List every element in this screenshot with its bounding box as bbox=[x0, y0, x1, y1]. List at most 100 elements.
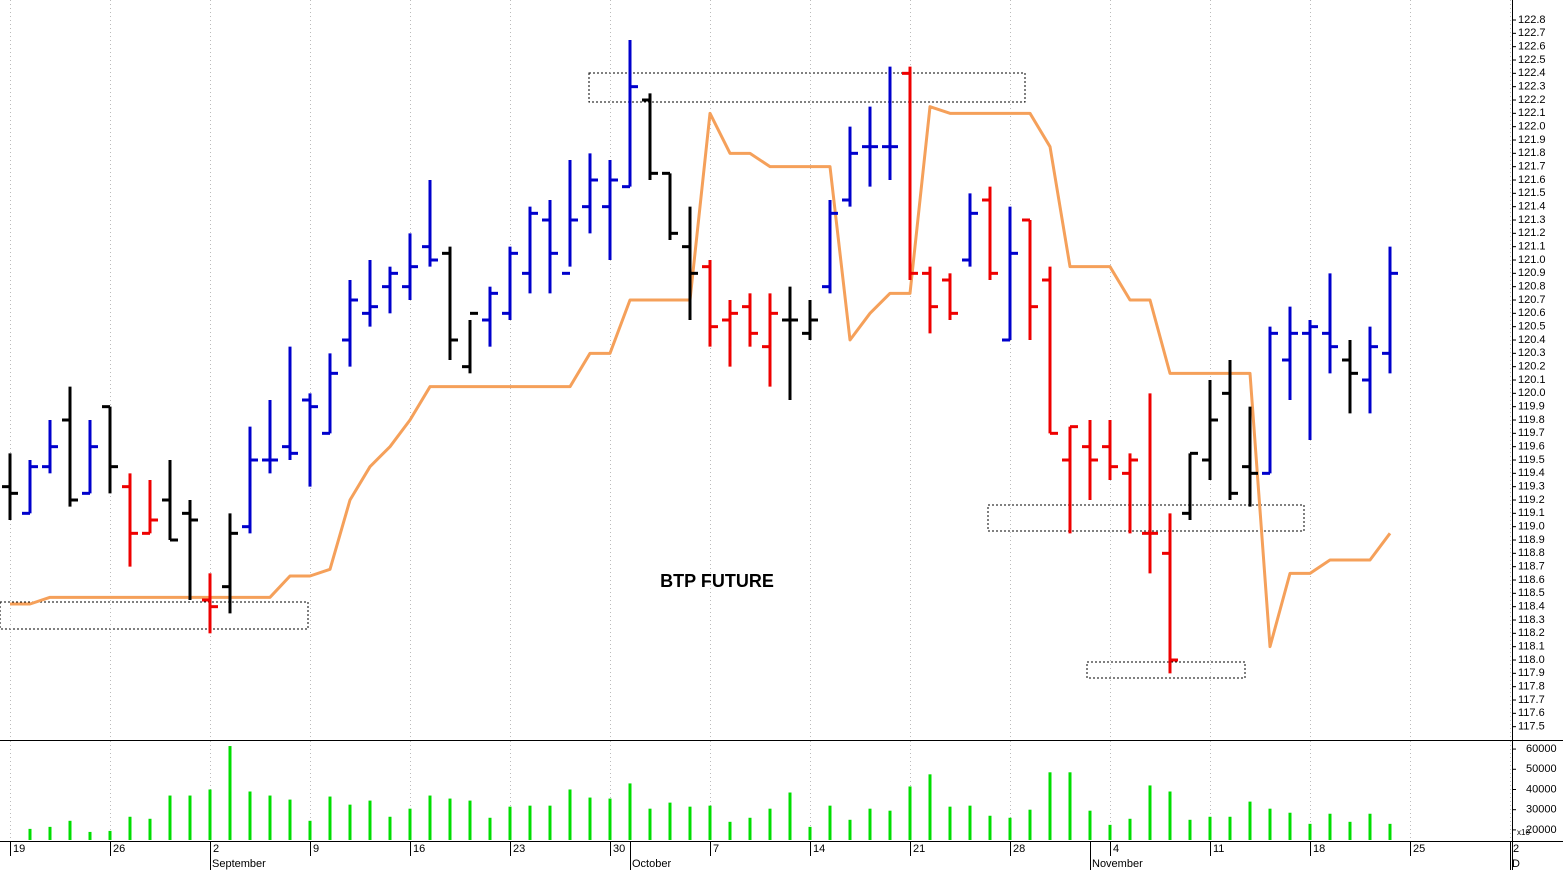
volume-bar bbox=[1328, 813, 1332, 840]
volume-bar bbox=[948, 806, 952, 840]
y-tick-label: 122.6 bbox=[1518, 41, 1546, 53]
y-tick-label: 118.9 bbox=[1518, 534, 1545, 546]
volume-bar bbox=[1048, 772, 1052, 840]
y-tick-label: 118.5 bbox=[1518, 587, 1545, 599]
y-tick-label: 119.5 bbox=[1518, 454, 1545, 466]
volume-bar bbox=[148, 818, 152, 840]
y-tick-label: 120.1 bbox=[1518, 374, 1546, 386]
y-tick-label: 119.6 bbox=[1518, 441, 1545, 453]
volume-bar bbox=[588, 797, 592, 840]
y-tick-label: 120.2 bbox=[1518, 361, 1546, 373]
volume-bar bbox=[928, 774, 932, 840]
x-tick-label: 18 bbox=[1313, 843, 1325, 855]
volume-bar bbox=[968, 805, 972, 840]
volume-bar bbox=[468, 800, 472, 840]
x-tick-label: 30 bbox=[613, 843, 625, 855]
volume-bar bbox=[1188, 819, 1192, 840]
chart-title: BTP FUTURE bbox=[660, 571, 774, 591]
y-tick-label: 117.6 bbox=[1518, 707, 1545, 719]
volume-bar bbox=[1268, 808, 1272, 840]
volume-bar bbox=[268, 795, 272, 840]
volume-bar bbox=[788, 792, 792, 840]
volume-bar bbox=[168, 795, 172, 840]
volume-bar bbox=[608, 798, 612, 840]
volume-bar bbox=[228, 746, 232, 840]
y-tick-label: 120.7 bbox=[1518, 294, 1546, 306]
y-tick-label: 118.0 bbox=[1518, 654, 1545, 666]
volume-bar bbox=[308, 820, 312, 840]
x-tick-label: 26 bbox=[113, 843, 125, 855]
y-tick-label: 118.7 bbox=[1518, 561, 1545, 573]
y-tick-label: 119.0 bbox=[1518, 521, 1545, 533]
y-tick-label: 118.3 bbox=[1518, 614, 1545, 626]
volume-bar bbox=[1348, 821, 1352, 840]
volume-bar bbox=[428, 795, 432, 840]
y-tick-label: 120.8 bbox=[1518, 281, 1546, 293]
y-tick-label: 122.4 bbox=[1518, 67, 1546, 79]
volume-bar bbox=[88, 831, 92, 840]
volume-bar bbox=[68, 820, 72, 840]
y-tick-label: 120.9 bbox=[1518, 267, 1546, 279]
volume-bar bbox=[28, 828, 32, 840]
volume-bar bbox=[1168, 791, 1172, 840]
y-tick-label: 119.1 bbox=[1518, 507, 1545, 519]
y-tick-label: 40000 bbox=[1526, 783, 1557, 795]
volume-bar bbox=[1208, 816, 1212, 840]
volume-bar bbox=[768, 808, 772, 840]
month-label: October bbox=[632, 858, 671, 870]
y-tick-label: 121.5 bbox=[1518, 187, 1546, 199]
x-tick-label: 11 bbox=[1213, 843, 1224, 855]
x-tick-label: 9 bbox=[313, 843, 319, 855]
volume-bar bbox=[1068, 772, 1072, 840]
y-tick-label: 50000 bbox=[1526, 763, 1557, 775]
y-tick-label: 118.1 bbox=[1518, 641, 1545, 653]
y-tick-label: 121.6 bbox=[1518, 174, 1546, 186]
annotation-box bbox=[987, 504, 1305, 532]
volume-bar bbox=[888, 810, 892, 840]
volume-bar bbox=[128, 816, 132, 840]
y-tick-label: 120.3 bbox=[1518, 347, 1546, 359]
volume-bar bbox=[908, 786, 912, 840]
y-tick-label: 30000 bbox=[1526, 804, 1557, 816]
y-tick-label: 122.2 bbox=[1518, 94, 1546, 106]
y-tick-label: 119.2 bbox=[1518, 494, 1545, 506]
y-tick-label: 122.5 bbox=[1518, 54, 1546, 66]
axis-note: x10 bbox=[1517, 828, 1530, 837]
volume-bar bbox=[328, 796, 332, 840]
annotation-box bbox=[0, 601, 309, 630]
y-tick-label: 122.0 bbox=[1518, 121, 1546, 133]
volume-bar bbox=[808, 826, 812, 840]
y-tick-label: 121.9 bbox=[1518, 134, 1546, 146]
y-tick-label: 121.3 bbox=[1518, 214, 1546, 226]
y-tick-label: 121.7 bbox=[1518, 161, 1546, 173]
volume-bar bbox=[1128, 818, 1132, 840]
y-tick-label: 117.8 bbox=[1518, 681, 1545, 693]
y-tick-label: 117.7 bbox=[1518, 694, 1545, 706]
volume-bar bbox=[108, 830, 112, 840]
volume-bar bbox=[568, 789, 572, 840]
y-tick-label: 118.6 bbox=[1518, 574, 1545, 586]
y-tick-label: 121.0 bbox=[1518, 254, 1546, 266]
volume-bar bbox=[48, 826, 52, 840]
volume-bar bbox=[188, 795, 192, 840]
y-tick-label: 120.5 bbox=[1518, 321, 1546, 333]
x-tick-label: 7 bbox=[713, 843, 719, 855]
y-tick-label: 120.4 bbox=[1518, 334, 1546, 346]
volume-bar bbox=[368, 800, 372, 840]
volume-bar bbox=[548, 805, 552, 840]
y-tick-label: 121.2 bbox=[1518, 227, 1546, 239]
volume-bar bbox=[1388, 823, 1392, 840]
y-tick-label: 119.4 bbox=[1518, 467, 1545, 479]
x-tick-label: 14 bbox=[813, 843, 825, 855]
y-tick-label: 120.0 bbox=[1518, 387, 1546, 399]
volume-bar bbox=[1308, 823, 1312, 840]
x-tick-label: 25 bbox=[1413, 843, 1425, 855]
volume-bar bbox=[1368, 813, 1372, 840]
x-tick-label: 2 bbox=[1513, 843, 1519, 855]
y-tick-label: 118.4 bbox=[1518, 601, 1545, 613]
y-tick-label: 117.5 bbox=[1518, 721, 1545, 733]
month-label: D bbox=[1512, 858, 1520, 870]
volume-bar bbox=[828, 805, 832, 840]
y-tick-label: 20000 bbox=[1526, 824, 1557, 836]
